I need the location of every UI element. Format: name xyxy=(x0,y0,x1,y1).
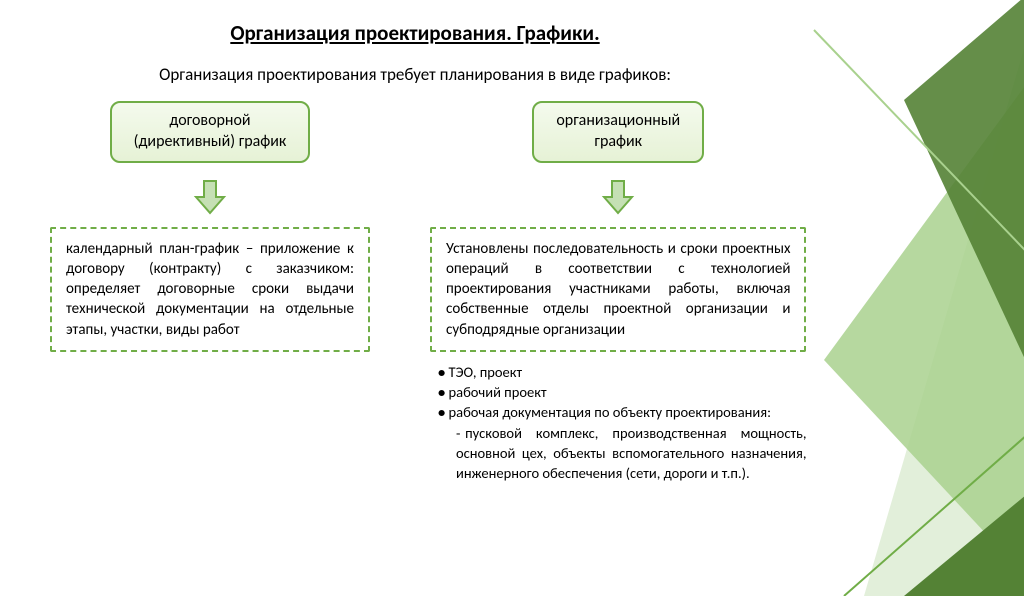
subtitle: Организация проектирования требует плани… xyxy=(50,64,780,85)
arrow-down-icon xyxy=(598,177,638,217)
bullet-list: ТЭО, проект рабочий проект рабочая докум… xyxy=(430,362,806,484)
desc-organizational: Установлены последовательность и сроки п… xyxy=(430,227,806,352)
diagram-columns: договорной (директивный) график календар… xyxy=(50,101,780,484)
right-column: организационный график Установлены после… xyxy=(430,101,806,484)
page-title: Организация проектирования. Графики. xyxy=(50,20,780,46)
bullet-sub-item: пусковой комплекс, производственная мощн… xyxy=(438,423,806,484)
left-column: договорной (директивный) график календар… xyxy=(50,101,370,484)
bullet-item: рабочий проект xyxy=(438,382,806,402)
node-contractual: договорной (директивный) график xyxy=(110,101,311,163)
background-triangles xyxy=(784,0,1024,596)
bullet-item: рабочая документация по объекту проектир… xyxy=(438,402,806,422)
node-organizational: организационный график xyxy=(532,101,704,163)
desc-contractual: календарный план-график – приложение к д… xyxy=(50,227,370,352)
arrow-down-icon xyxy=(190,177,230,217)
bullet-item: ТЭО, проект xyxy=(438,362,806,382)
